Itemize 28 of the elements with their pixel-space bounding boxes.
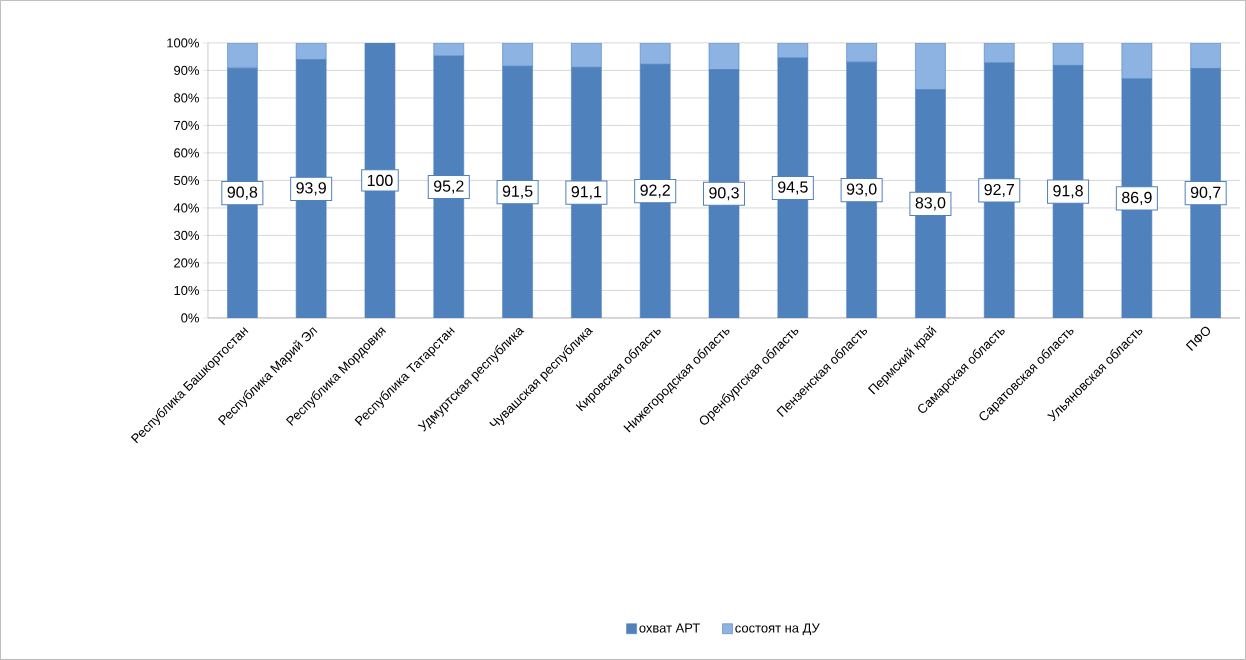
data-label: 83,0 — [915, 197, 946, 211]
data-label: 91,8 — [1053, 185, 1083, 199]
y-tick-label: 60% — [174, 148, 199, 158]
y-tick-label: 50% — [174, 175, 199, 186]
data-label: 90,8 — [227, 186, 258, 200]
data-label: 93,0 — [846, 183, 877, 197]
y-tick-label: 10% — [174, 285, 199, 296]
y-tick-label: 30% — [174, 230, 199, 241]
data-label: 95,2 — [434, 180, 464, 194]
data-label: 91,1 — [571, 186, 602, 200]
data-label: 92,2 — [640, 184, 670, 198]
data-label: 92,7 — [984, 183, 1014, 198]
y-tick-label: 70% — [174, 120, 199, 131]
y-tick-label: 20% — [174, 258, 199, 268]
data-label: 90,3 — [709, 187, 739, 201]
legend-label: охват АРТ — [639, 623, 700, 633]
data-label: 90,7 — [1190, 186, 1221, 200]
y-tick-label: 0% — [181, 313, 199, 323]
data-label: 91,5 — [502, 185, 533, 199]
legend-label: состоят на ДУ — [735, 623, 820, 636]
data-label: 93,9 — [296, 182, 326, 196]
data-label: 86,9 — [1122, 191, 1152, 206]
data-label: 100 — [367, 174, 393, 187]
y-tick-label: 40% — [173, 203, 199, 213]
y-tick-label: 100% — [167, 38, 199, 48]
y-tick-label: 90% — [174, 65, 199, 76]
y-tick-label: 80% — [174, 93, 199, 103]
data-label: 94,5 — [778, 181, 808, 195]
